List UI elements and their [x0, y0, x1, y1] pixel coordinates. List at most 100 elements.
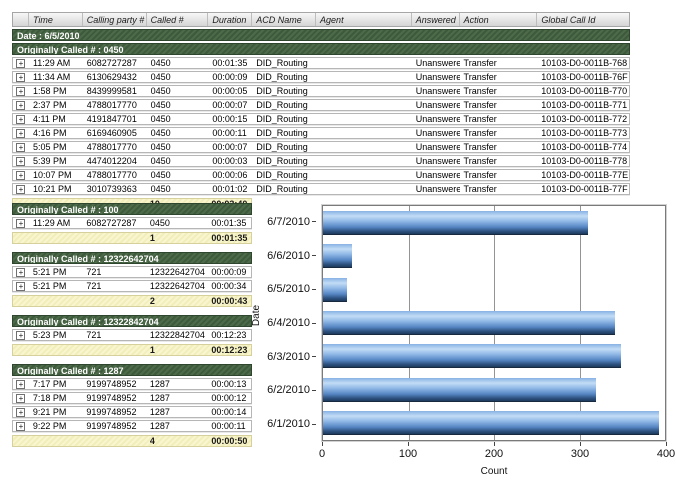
cell-action: Transfer [460, 72, 538, 82]
table-row[interactable]: +11:29 AM6082727287045000:01:35DID_Routi… [12, 57, 630, 69]
cell-answered: Unanswered [412, 184, 460, 194]
column-header-action[interactable]: Action [460, 13, 538, 26]
expand-icon[interactable]: + [16, 219, 25, 228]
cell-acd: DID_Routing [252, 184, 316, 194]
cell-calling: 3010739363 [83, 184, 147, 194]
cell-answered: Unanswered [412, 72, 460, 82]
expand-icon[interactable]: + [16, 59, 25, 68]
chart-bar-row [323, 306, 665, 339]
column-header-agent[interactable]: Agent [316, 13, 412, 26]
group-summary-row: 100:01:35 [12, 232, 252, 244]
expand-icon[interactable]: + [16, 380, 25, 389]
column-header-duration[interactable]: Duration [208, 13, 252, 26]
expand-icon[interactable]: + [16, 73, 25, 82]
expand-icon[interactable]: + [16, 101, 25, 110]
cell-answered: Unanswered [412, 114, 460, 124]
chart-bar-row [323, 206, 665, 239]
table-row[interactable]: +11:29 AM6082727287045000:01:35 [12, 217, 252, 229]
cell-answered: Unanswered [412, 156, 460, 166]
cell-calling: 4788017770 [83, 100, 147, 110]
group-section: Originally Called # : 1287+7:17 PM919974… [12, 364, 252, 447]
expand-icon[interactable]: + [16, 282, 25, 291]
cell-time: 10:07 PM [29, 170, 83, 180]
summary-count: 2 [146, 296, 207, 306]
expand-icon[interactable]: + [16, 171, 25, 180]
expand-icon[interactable]: + [16, 87, 25, 96]
expand-icon[interactable]: + [16, 408, 25, 417]
cell-global: 10103-D0-0011B-773 [537, 128, 629, 138]
table-row[interactable]: +5:39 PM4474012204045000:00:03DID_Routin… [12, 155, 630, 167]
cell-called: 0450 [147, 114, 209, 124]
cell-global: 10103-D0-0011B-77E [537, 170, 629, 180]
group-section: Originally Called # : 12322842704 +5:23 P… [12, 315, 252, 356]
summary-total: 00:12:23 [207, 345, 251, 355]
cell-calling: 721 [82, 281, 145, 291]
chart-x-tick-mark [322, 442, 323, 446]
table-row[interactable]: +5:05 PM4788017770045000:00:07DID_Routin… [12, 141, 630, 153]
expand-icon[interactable]: + [16, 157, 25, 166]
table-row[interactable]: +9:21 PM9199748952128700:00:14 [12, 406, 252, 418]
column-header-answered[interactable]: Answered [412, 13, 460, 26]
summary-total: 00:00:50 [207, 436, 251, 446]
table-row[interactable]: +5:21 PM7211232264270400:00:34 [12, 280, 252, 292]
expand-icon[interactable]: + [16, 394, 25, 403]
cell-calling: 6130629432 [83, 72, 147, 82]
expand-icon[interactable]: + [16, 115, 25, 124]
expand-icon[interactable]: + [16, 422, 25, 431]
called-group-header: Originally Called # : 0450 [12, 43, 630, 55]
table-row[interactable]: +7:18 PM9199748952128700:00:12 [12, 392, 252, 404]
table-row[interactable]: +5:21 PM7211232264270400:00:09 [12, 266, 252, 278]
called-group-header: Originally Called # : 100 [12, 203, 252, 215]
expand-cell: + [13, 185, 29, 194]
expand-icon[interactable]: + [16, 129, 25, 138]
expand-icon[interactable]: + [16, 268, 25, 277]
column-header-calling[interactable]: Calling party # [83, 13, 147, 26]
expand-icon[interactable]: + [16, 143, 25, 152]
chart-bars [323, 206, 665, 440]
cell-calling: 9199748952 [82, 393, 145, 403]
chart-y-tick-label: 6/5/2010 [256, 272, 316, 306]
cell-calling: 6082727287 [83, 58, 147, 68]
table-row[interactable]: +5:23 PM7211232284270400:12:23 [12, 329, 252, 341]
cell-action: Transfer [460, 58, 538, 68]
cell-action: Transfer [460, 170, 538, 180]
chart-x-tick-mark [666, 442, 667, 446]
cell-time: 2:37 PM [29, 100, 83, 110]
cell-duration: 00:01:35 [208, 58, 252, 68]
table-row[interactable]: +9:22 PM9199748952128700:00:11 [12, 420, 252, 432]
expand-cell: + [13, 408, 29, 417]
column-header-global[interactable]: Global Call Id [537, 13, 629, 26]
table-row[interactable]: +10:21 PM3010739363045000:01:02DID_Routi… [12, 183, 630, 195]
expand-icon[interactable]: + [16, 185, 25, 194]
column-header-called[interactable]: Called # [147, 13, 209, 26]
table-row[interactable]: +7:17 PM9199748952128700:00:13 [12, 378, 252, 390]
cell-duration: 00:00:14 [207, 407, 251, 417]
column-header-time[interactable]: Time [29, 13, 83, 26]
chart-bar [323, 378, 596, 402]
cell-global: 10103-D0-0011B-76F [537, 72, 629, 82]
cell-calling: 4788017770 [83, 170, 147, 180]
cell-global: 10103-D0-0011B-774 [537, 142, 629, 152]
table-row[interactable]: +10:07 PM4788017770045000:00:06DID_Routi… [12, 169, 630, 181]
chart-x-tick-label: 100 [399, 448, 417, 460]
cell-duration: 00:00:15 [208, 114, 252, 124]
expand-cell: + [13, 282, 29, 291]
table-row[interactable]: +11:34 AM6130629432045000:00:09DID_Routi… [12, 71, 630, 83]
table-row[interactable]: +1:58 PM8439999581045000:00:05DID_Routin… [12, 85, 630, 97]
group-sections: Originally Called # : 100 +11:29 AM608272… [12, 203, 252, 455]
called-group-header: Originally Called # : 12322842704 [12, 315, 252, 327]
expand-cell: + [13, 59, 29, 68]
cell-duration: 00:00:05 [208, 86, 252, 96]
cell-answered: Unanswered [412, 100, 460, 110]
table-row[interactable]: +4:11 PM4191847701045000:00:15DID_Routin… [12, 113, 630, 125]
cell-time: 9:22 PM [29, 421, 83, 431]
column-header-expand[interactable] [13, 13, 29, 26]
summary-count: 1 [146, 233, 207, 243]
expand-cell: + [13, 380, 29, 389]
cell-acd: DID_Routing [252, 142, 316, 152]
table-row[interactable]: +4:16 PM6169460905045000:00:11DID_Routin… [12, 127, 630, 139]
table-row[interactable]: +2:37 PM4788017770045000:00:07DID_Routin… [12, 99, 630, 111]
cell-calling: 6082727287 [82, 218, 145, 228]
column-header-acd[interactable]: ACD Name [252, 13, 316, 26]
expand-icon[interactable]: + [16, 331, 25, 340]
